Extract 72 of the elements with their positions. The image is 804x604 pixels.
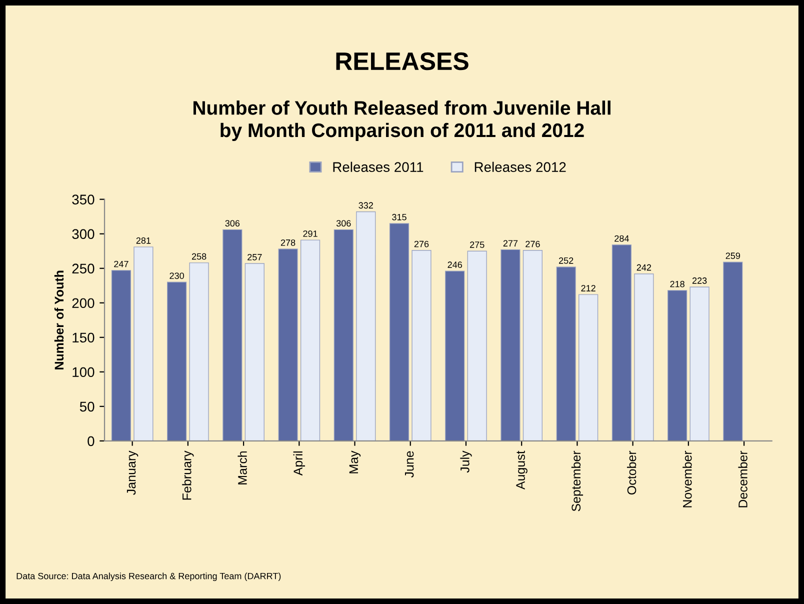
- bar: [668, 290, 688, 441]
- data-label: 306: [225, 220, 240, 227]
- data-label: 257: [248, 254, 262, 260]
- data-label: 284: [614, 235, 629, 242]
- bar: [634, 274, 654, 441]
- x-tick-label: April: [293, 451, 305, 476]
- x-tick-label: May: [349, 450, 361, 474]
- data-label: 315: [392, 214, 406, 220]
- bar: [522, 250, 543, 441]
- x-tick-label: June: [405, 451, 414, 478]
- bar: [723, 262, 743, 441]
- chart-title: RELEASES: [336, 52, 468, 70]
- bar: [167, 282, 187, 441]
- data-label: 291: [303, 230, 318, 237]
- data-label: 332: [358, 202, 373, 209]
- data-label: 247: [114, 260, 128, 268]
- bar: [467, 250, 487, 441]
- data-label: 212: [581, 285, 596, 292]
- bar: [445, 270, 465, 441]
- data-label: 223: [692, 277, 707, 284]
- bar: [111, 270, 132, 441]
- y-tick-label: 200: [72, 298, 94, 308]
- data-label: 275: [470, 242, 484, 248]
- bar: [244, 263, 264, 441]
- data-label: 277: [503, 240, 518, 246]
- legend-label: Releases 2011: [333, 162, 424, 172]
- bar: [189, 262, 209, 441]
- data-label: 242: [636, 264, 652, 271]
- source-note: Data Source: Data Analysis Research & Reporting Team (DARRT): [16, 572, 281, 582]
- x-tick-label: July: [460, 450, 472, 473]
- bar: [134, 246, 154, 441]
- data-label: 281: [136, 237, 151, 244]
- bar: [334, 229, 354, 441]
- data-label: 276: [414, 240, 429, 248]
- bar: [500, 249, 520, 441]
- bar: [556, 266, 576, 441]
- x-tick-label: February: [182, 450, 194, 500]
- data-label: 230: [170, 272, 184, 279]
- y-tick-label: 300: [72, 229, 94, 240]
- data-label: 218: [670, 280, 684, 288]
- x-tick-label: December: [738, 450, 748, 508]
- chart-subtitle: Number of Youth Released from Juvenile Hall by Month Comparison of 2011 and 2012: [194, 100, 610, 142]
- bar: [356, 211, 376, 441]
- x-tick-label: March: [238, 451, 247, 484]
- bar: [222, 229, 242, 441]
- bar: [278, 248, 298, 441]
- bar: [578, 294, 598, 441]
- y-tick-label: 0: [88, 436, 94, 446]
- y-tick-label: 250: [72, 264, 94, 274]
- data-label: 276: [526, 240, 540, 248]
- x-tick-label: November: [682, 450, 692, 508]
- data-label: 306: [336, 220, 351, 227]
- bar: [690, 286, 710, 441]
- y-tick-label: 100: [72, 367, 94, 378]
- y-axis-title: Number of Youth: [54, 270, 64, 370]
- y-tick-label: 50: [80, 402, 94, 412]
- data-label: 252: [559, 257, 574, 264]
- bar: [300, 240, 320, 441]
- data-label: 246: [448, 262, 462, 268]
- bar: [389, 223, 410, 441]
- data-label: 278: [280, 239, 296, 246]
- bar: [412, 250, 432, 441]
- y-tick-label: 150: [72, 332, 94, 343]
- x-tick-label: August: [516, 450, 528, 490]
- data-label: 258: [192, 253, 206, 260]
- x-tick-label: January: [126, 450, 138, 495]
- y-tick-label: 350: [72, 194, 94, 204]
- legend-label: Releases 2012: [474, 162, 566, 172]
- bar: [612, 244, 632, 441]
- x-tick-label: October: [626, 450, 636, 495]
- data-label: 259: [726, 252, 740, 259]
- x-tick-label: September: [571, 450, 584, 512]
